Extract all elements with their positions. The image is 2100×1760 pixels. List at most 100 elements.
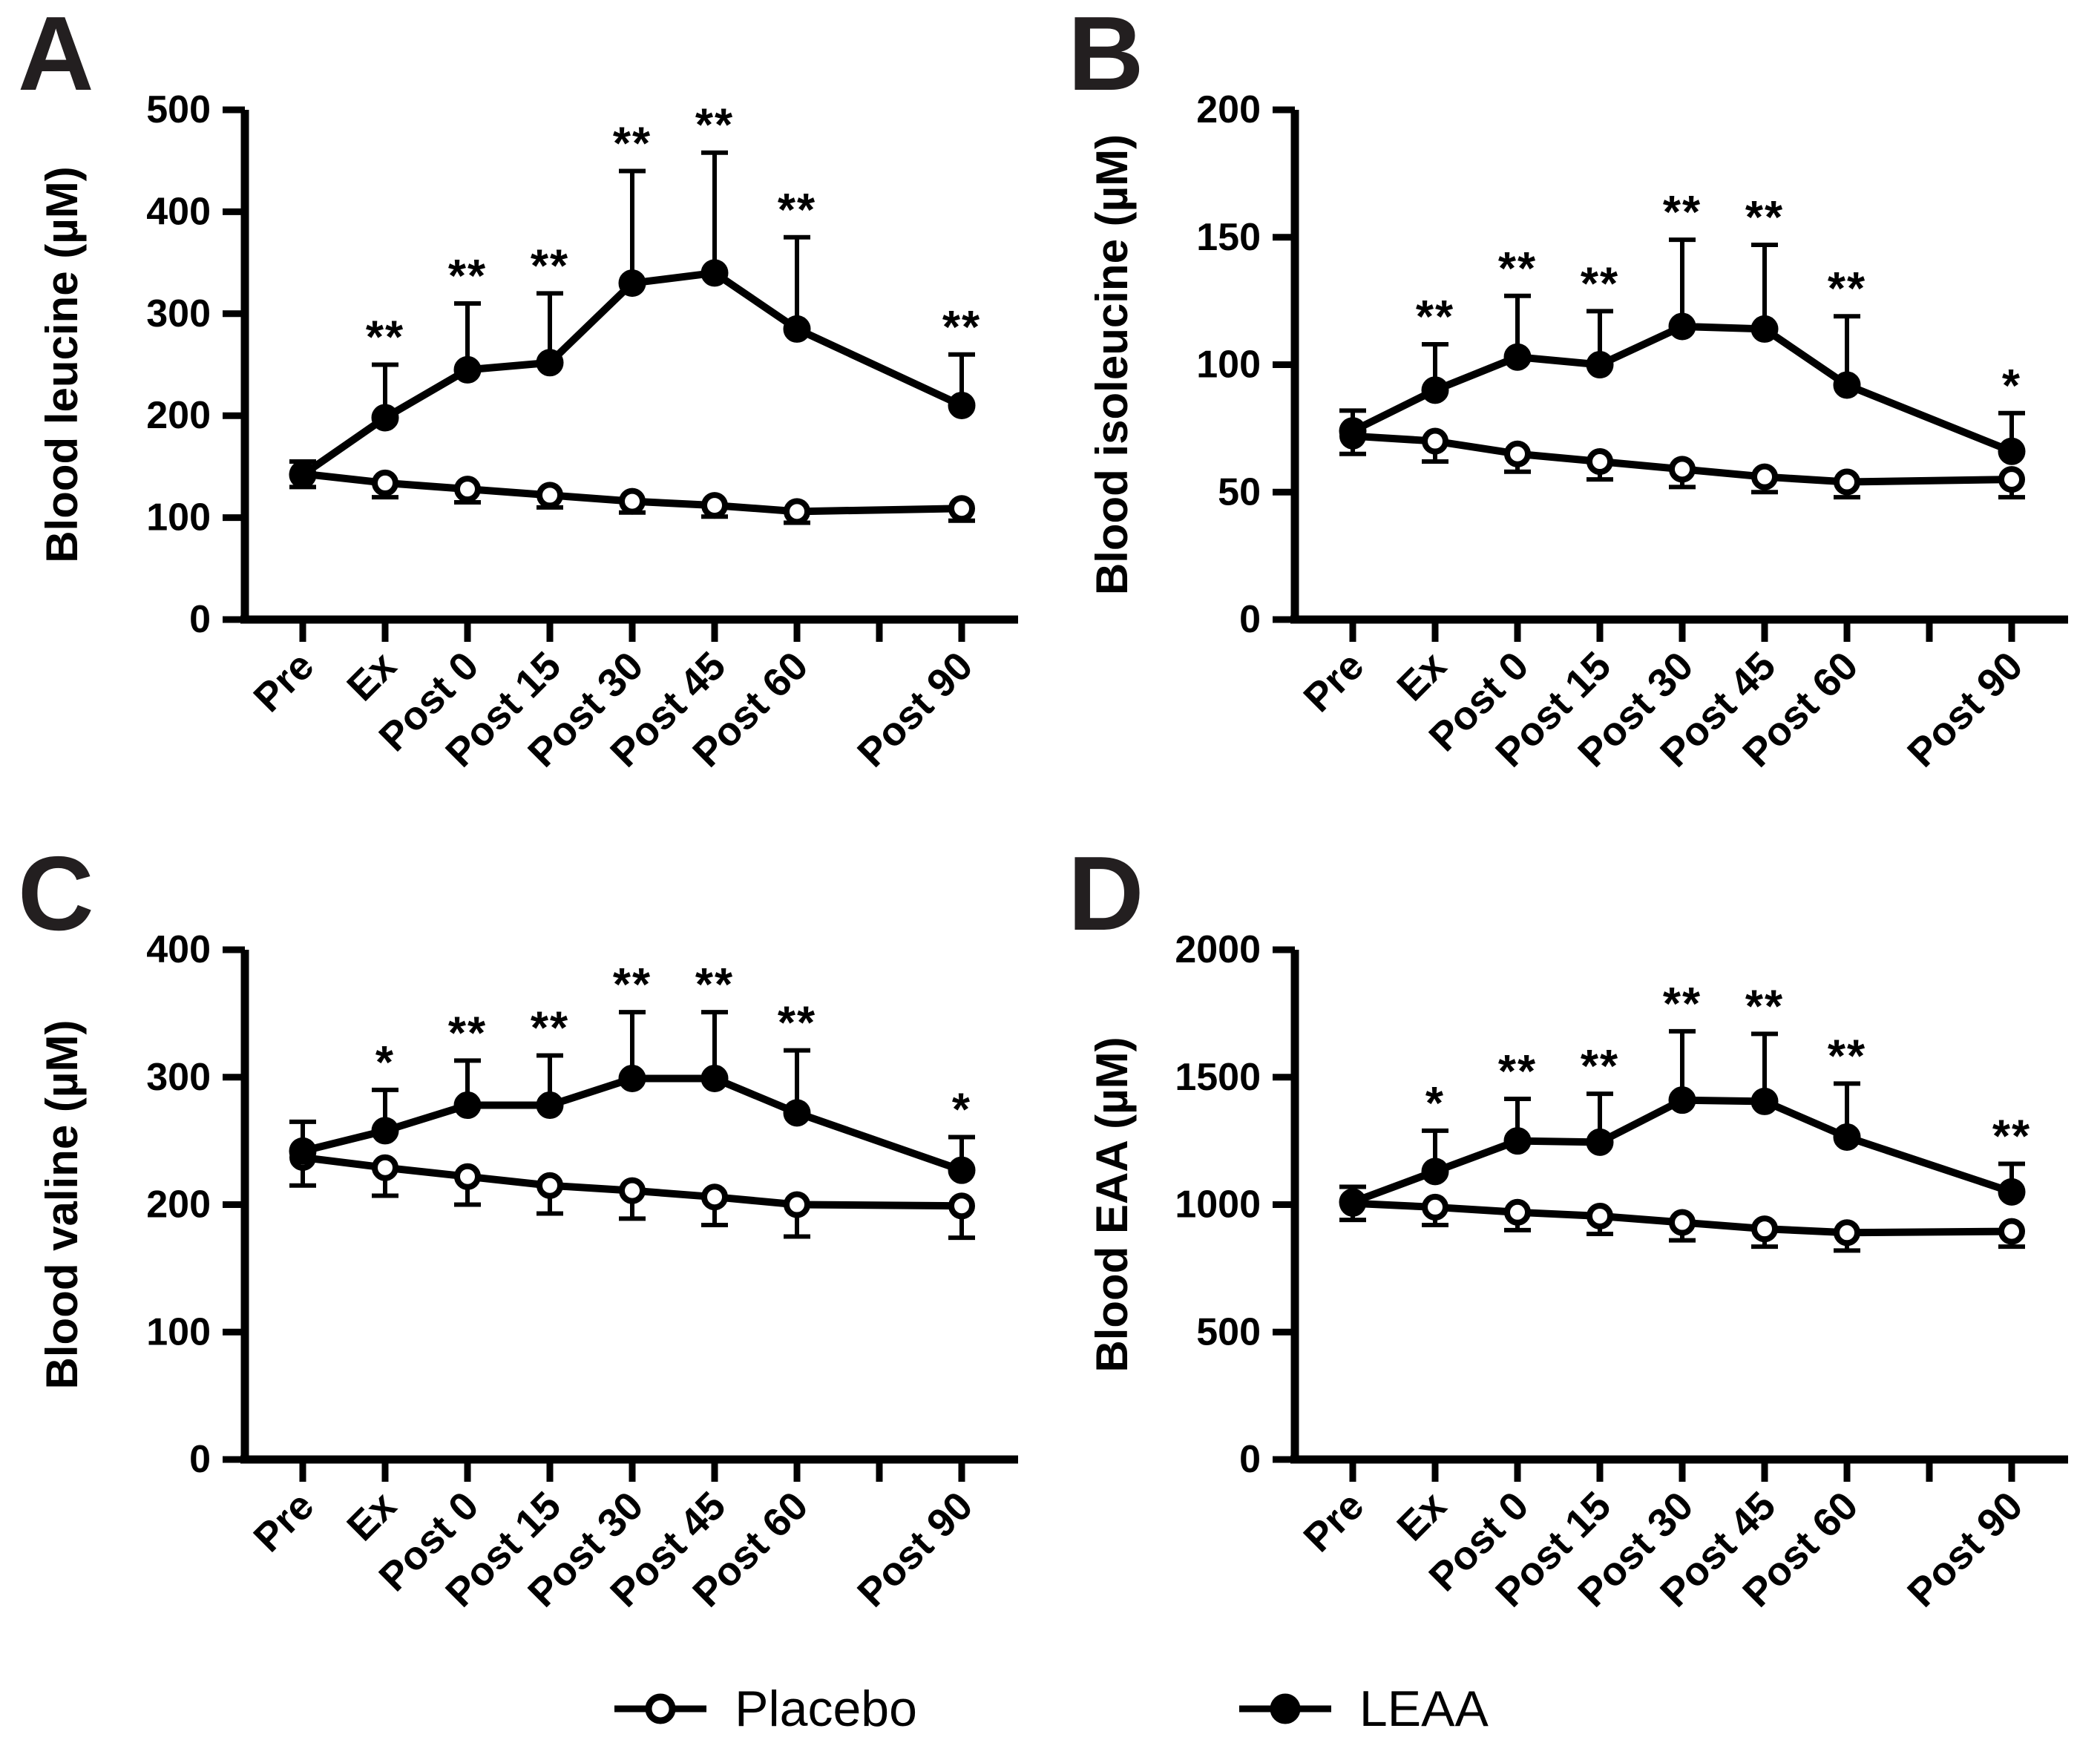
placebo-data-point [372, 1154, 398, 1181]
y-tick-label: 500 [1196, 1310, 1261, 1353]
leaa-line [1351, 1096, 2013, 1206]
panel-a-letter: A [18, 0, 94, 113]
panel-d-chart: 0 500 1000 1500 2000 Blood EAA (µM) Pre Ex Post … [1087, 928, 2068, 1615]
x-tick-label: Ex [338, 1483, 404, 1549]
x-tick-label: Post 90 [1899, 643, 2031, 775]
x-tick-label: Ex [338, 643, 404, 709]
y-tick-label: 100 [146, 496, 211, 539]
placebo-data-point [619, 487, 646, 515]
leaa-data-point [1503, 343, 1532, 371]
y-tick-label: 50 [1218, 470, 1261, 513]
x-tick-label: Pre [1295, 643, 1372, 720]
significance-marker: ** [1828, 1031, 1866, 1082]
leaa-data-point [453, 355, 482, 384]
leaa-data-point [783, 1099, 811, 1127]
y-tick-label: 2000 [1175, 928, 1261, 971]
significance-marker: ** [695, 959, 734, 1011]
leaa-data-point [536, 1091, 564, 1120]
leaa-data-point [700, 1064, 729, 1092]
leaa-data-point [948, 391, 976, 419]
leaa-data-point [1421, 376, 1449, 404]
significance-marker: ** [1745, 981, 1784, 1032]
y-tick-label: 400 [146, 928, 211, 971]
x-tick-label: Pre [1295, 1483, 1372, 1560]
leaa-line [301, 269, 964, 479]
leaa-data-point [1339, 1188, 1367, 1216]
significance-marker: ** [613, 959, 652, 1011]
panel-c-chart: 0 100 200 300 400 Blood valine (µM) Pre Ex Post … [37, 928, 1018, 1615]
legend-label-leaa: LEAA [1359, 1681, 1489, 1737]
placebo-data-point [1422, 427, 1448, 455]
leaa-data-point [1998, 437, 2026, 465]
x-tick-label: Post 90 [1899, 1483, 2031, 1615]
significance-marker: ** [942, 302, 981, 353]
y-axis-title: Blood leucine (µM) [37, 166, 87, 563]
leaa-data-point [289, 1137, 317, 1165]
y-tick-label: 200 [1196, 88, 1261, 131]
legend-label-placebo: Placebo [735, 1681, 917, 1737]
placebo-data-point [1998, 466, 2025, 493]
x-tick-label: Post 90 [849, 1483, 981, 1615]
leaa-data-point [948, 1156, 976, 1184]
y-tick-label: 150 [1196, 216, 1261, 259]
leaa-data-point [700, 259, 729, 287]
leaa-data-point [289, 461, 317, 489]
filled-circle-marker-icon [1238, 1693, 1331, 1724]
leaa-data-point [536, 349, 564, 377]
placebo-data-point [1422, 1193, 1448, 1221]
y-tick-label: 1000 [1175, 1183, 1261, 1227]
significance-marker: ** [1745, 192, 1784, 243]
y-axis-title: Blood valine (µM) [37, 1020, 87, 1390]
placebo-data-point [454, 476, 481, 503]
y-tick-label: 200 [146, 1183, 211, 1227]
x-tick-label: Pre [245, 1483, 322, 1560]
y-tick-label: 100 [1196, 344, 1261, 387]
x-tick-label: Post 90 [849, 643, 981, 775]
placebo-data-point [784, 1191, 810, 1218]
placebo-data-point [1587, 448, 1613, 476]
placebo-line [302, 1153, 962, 1210]
placebo-data-point [1751, 463, 1778, 490]
leaa-data-point [1750, 1087, 1779, 1115]
y-tick-label: 400 [146, 190, 211, 233]
placebo-data-point [1669, 1209, 1696, 1236]
y-tick-label: 300 [146, 1056, 211, 1099]
leaa-data-point [1833, 1123, 1861, 1151]
panel-b-chart: 0 50 100 150 200 Blood isoleucine (µM) Pre Ex Po… [1087, 88, 2068, 775]
leaa-line [1351, 322, 2013, 455]
significance-marker: ** [1828, 263, 1866, 315]
significance-marker: ** [448, 251, 487, 302]
significance-marker: * [1425, 1078, 1445, 1129]
leaa-data-point [371, 404, 399, 432]
significance-marker: ** [778, 185, 816, 236]
panel-c: 0 100 200 300 400 Blood valine (µM) Pre Ex Post … [0, 840, 1050, 1680]
y-tick-label: 500 [146, 88, 211, 131]
legend: Placebo LEAA [0, 1661, 2100, 1757]
leaa-data-point [1998, 1178, 2026, 1206]
placebo-data-point [948, 1192, 975, 1220]
placebo-data-point [1669, 456, 1696, 483]
panel-d-letter: D [1068, 835, 1144, 953]
y-tick-label: 0 [189, 1438, 211, 1481]
placebo-data-point [1834, 468, 1860, 496]
y-tick-label: 0 [1239, 1438, 1261, 1481]
y-tick-label: 300 [146, 292, 211, 335]
significance-marker: ** [1663, 187, 1702, 238]
placebo-data-point [784, 498, 810, 525]
significance-marker: ** [448, 1008, 487, 1059]
placebo-data-point [1751, 1215, 1778, 1243]
leaa-data-point [1421, 1158, 1449, 1186]
leaa-data-point [1668, 1086, 1696, 1114]
leaa-data-point [618, 1064, 646, 1092]
leaa-data-point [783, 315, 811, 343]
placebo-line [1352, 432, 2012, 486]
significance-marker: ** [1663, 979, 1702, 1030]
significance-marker: ** [778, 998, 816, 1049]
placebo-data-point [454, 1163, 481, 1190]
y-tick-label: 0 [189, 598, 211, 641]
significance-marker: * [952, 1084, 971, 1135]
panel-b: 0 50 100 150 200 Blood isoleucine (µM) Pre Ex Po… [1050, 0, 2100, 840]
significance-marker: ** [1581, 1041, 1619, 1092]
y-tick-label: 200 [146, 394, 211, 437]
y-tick-label: 0 [1239, 598, 1261, 641]
